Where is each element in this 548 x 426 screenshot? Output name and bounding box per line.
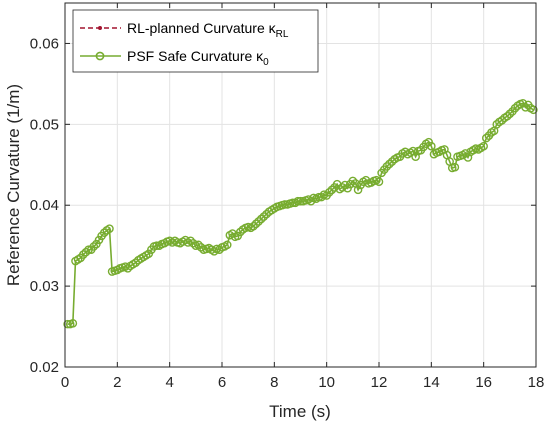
psf-data-point xyxy=(63,319,72,329)
x-tick-label: 8 xyxy=(270,374,278,391)
psf-data-point xyxy=(382,162,392,171)
x-tick-label: 10 xyxy=(318,374,335,391)
x-axis-title: Time (s) xyxy=(269,402,331,421)
psf-data-point xyxy=(293,196,303,206)
psf-data-point xyxy=(89,242,99,251)
psf-data-point xyxy=(353,185,363,195)
psf-data-point xyxy=(236,227,245,237)
psf-data-point xyxy=(131,258,140,267)
psf-data-point xyxy=(314,192,324,202)
legend-psf-marker xyxy=(95,51,105,61)
legend-rl-label: RL-planned Curvature κRL xyxy=(127,20,289,40)
psf-data-point xyxy=(209,247,219,256)
psf-data-point xyxy=(152,241,161,250)
psf-data-point xyxy=(348,176,358,186)
psf-data-point xyxy=(505,109,515,119)
psf-data-point xyxy=(194,240,203,250)
psf-data-point xyxy=(254,217,263,226)
y-tick-label: 0.06 xyxy=(30,35,59,52)
psf-data-point xyxy=(280,200,290,209)
psf-data-point xyxy=(251,219,261,229)
psf-data-point xyxy=(510,103,520,113)
y-tick-label: 0.03 xyxy=(30,278,59,295)
psf-data-point xyxy=(79,250,88,259)
y-tick-label: 0.04 xyxy=(30,197,59,214)
psf-data-point xyxy=(256,214,266,224)
psf-data-point xyxy=(502,111,512,121)
psf-data-point xyxy=(99,228,109,238)
psf-data-point xyxy=(427,141,436,151)
psf-data-point xyxy=(81,247,91,257)
plot-frame xyxy=(64,2,537,368)
psf-data-point xyxy=(105,224,114,233)
x-tick-label: 14 xyxy=(423,374,440,391)
y-axis-title: Reference Curvature (1/m) xyxy=(4,84,23,286)
psf-data-point xyxy=(188,238,198,248)
psf-data-point xyxy=(385,159,394,169)
legend: RL-planned Curvature κRL PSF Safe Curvat… xyxy=(72,9,319,73)
x-tick-label: 2 xyxy=(113,374,121,391)
x-tick-label: 12 xyxy=(371,374,388,391)
x-tick-label: 18 xyxy=(528,374,545,391)
psf-data-point xyxy=(259,212,269,221)
psf-data-point xyxy=(497,115,507,125)
psf-data-point xyxy=(262,209,271,219)
psf-data-point xyxy=(186,236,195,246)
series-layer xyxy=(63,99,538,329)
psf-data-point xyxy=(387,157,397,166)
psf-data-point xyxy=(288,198,297,208)
psf-data-point xyxy=(181,235,190,245)
psf-data-point xyxy=(374,177,384,187)
psf-data-point xyxy=(521,103,530,112)
psf-data-point xyxy=(68,319,78,328)
psf-data-point xyxy=(492,120,502,129)
psf-data-point xyxy=(324,187,334,197)
x-tick-label: 6 xyxy=(218,374,226,391)
psf-data-point xyxy=(529,105,538,115)
psf-data-point xyxy=(450,162,460,172)
psf-data-point xyxy=(123,264,133,273)
psf-data-point xyxy=(327,185,337,195)
axis-ticks: 0 2 4 6 8 10 12 14 16 18 0.02 0.03 0.04 0.05 0.06 xyxy=(30,3,545,391)
legend-box xyxy=(72,9,319,73)
psf-data-point xyxy=(317,192,326,202)
psf-data-point xyxy=(481,133,491,143)
y-tick-label: 0.02 xyxy=(30,359,59,376)
x-tick-label: 0 xyxy=(61,374,69,391)
psf-data-point xyxy=(222,240,232,250)
x-tick-label: 4 xyxy=(165,374,173,391)
psf-data-point xyxy=(338,183,347,192)
y-tick-label: 0.05 xyxy=(30,116,59,133)
legend-psf-label: PSF Safe Curvature κ0 xyxy=(127,48,269,68)
psf-data-point xyxy=(196,242,206,252)
psf-data-point xyxy=(479,141,488,151)
x-tick-label: 16 xyxy=(475,374,492,391)
psf-data-point xyxy=(400,147,410,157)
psf-data-point xyxy=(249,221,258,231)
legend-rl-marker xyxy=(98,26,102,30)
psf-data-point xyxy=(296,196,305,206)
